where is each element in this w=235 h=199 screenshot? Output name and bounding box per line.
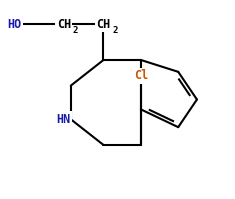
Text: HO: HO bbox=[8, 18, 22, 31]
Text: CH: CH bbox=[96, 18, 111, 31]
Text: 2: 2 bbox=[72, 26, 78, 35]
Text: 2: 2 bbox=[112, 26, 118, 35]
Text: HN: HN bbox=[57, 113, 71, 126]
Text: CH: CH bbox=[57, 18, 71, 31]
Text: Cl: Cl bbox=[134, 69, 148, 82]
